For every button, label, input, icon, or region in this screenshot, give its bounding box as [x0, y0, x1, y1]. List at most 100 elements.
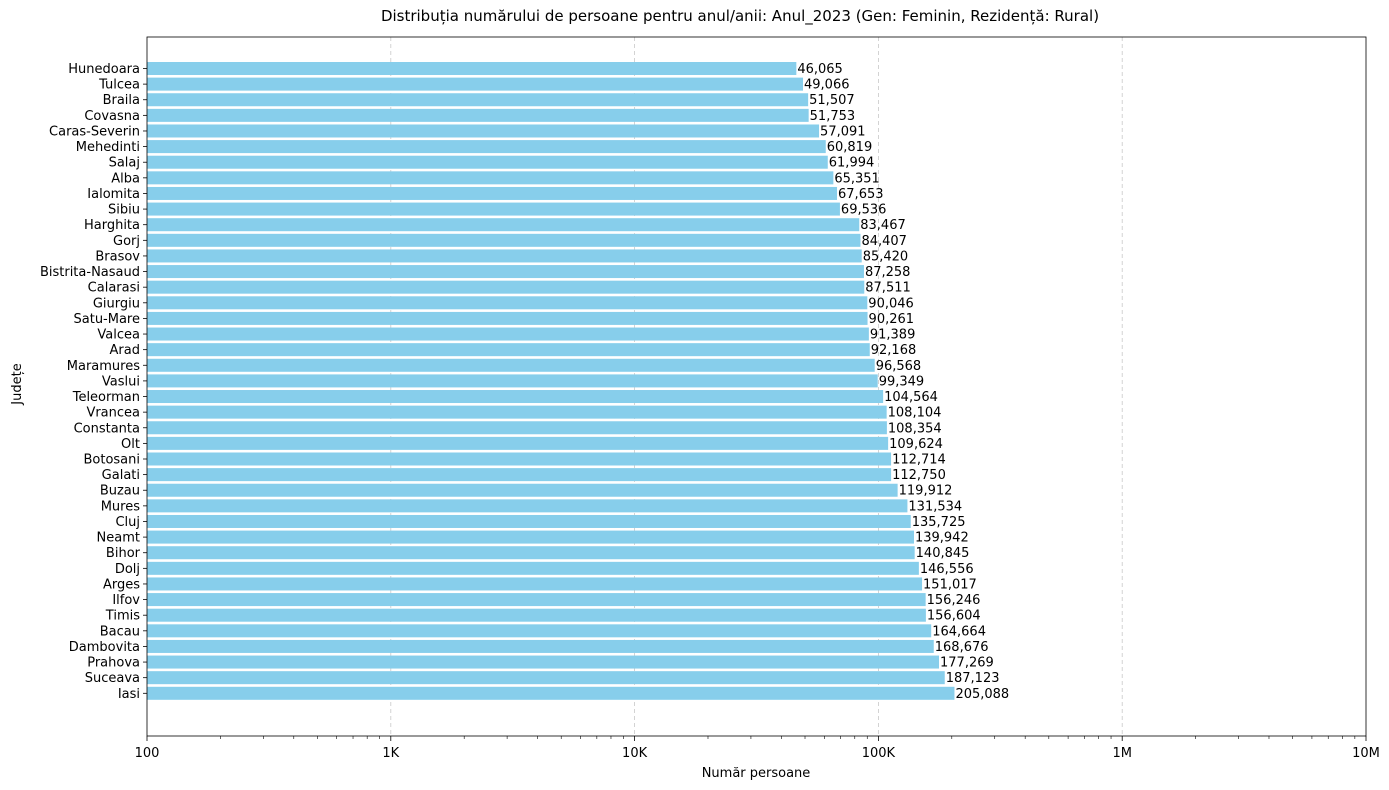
y-tick-label: Prahova	[87, 656, 140, 671]
y-tick-label: Bistrita-Nasaud	[40, 265, 140, 280]
y-axis-title: Județe	[10, 363, 25, 405]
bar	[147, 577, 923, 591]
y-tick-label: Botosani	[83, 453, 140, 468]
bar	[147, 108, 809, 122]
bar-value-label: 90,046	[868, 296, 914, 311]
bar-value-label: 131,534	[908, 499, 962, 514]
bar	[147, 483, 898, 497]
y-tick-label: Bacau	[100, 624, 140, 639]
y-tick-label: Ilfov	[112, 593, 140, 608]
bar-value-label: 156,246	[927, 593, 981, 608]
y-tick-label: Teleorman	[72, 390, 140, 405]
bar	[147, 561, 919, 575]
data-labels: 46,06549,06651,50751,75357,09160,81961,9…	[797, 62, 1009, 702]
bar-value-label: 104,564	[884, 390, 938, 405]
bar	[147, 468, 892, 482]
x-axis-title: Număr persoane	[702, 766, 811, 781]
y-tick-label: Neamt	[97, 531, 140, 546]
bar-value-label: 108,104	[888, 406, 942, 421]
bar	[147, 280, 865, 294]
x-tick-label: 10K	[622, 746, 648, 761]
bar-value-label: 135,725	[912, 515, 966, 530]
bar-value-label: 112,714	[892, 453, 946, 468]
bar-value-label: 67,653	[838, 187, 884, 202]
bar-value-label: 151,017	[923, 577, 977, 592]
y-tick-label: Mehedinti	[76, 140, 140, 155]
bar	[147, 405, 887, 419]
bar	[147, 546, 915, 560]
bar-value-label: 139,942	[915, 531, 969, 546]
y-tick-label: Hunedoara	[68, 62, 140, 77]
bar-value-label: 146,556	[920, 562, 974, 577]
bar-value-label: 83,467	[860, 218, 906, 233]
bar-value-label: 84,407	[861, 234, 907, 249]
y-tick-label: Sibiu	[108, 203, 140, 218]
y-tick-label: Constanta	[74, 421, 140, 436]
bar-value-label: 96,568	[876, 359, 922, 374]
y-tick-label: Iasi	[118, 687, 140, 702]
bar-value-label: 112,750	[892, 468, 946, 483]
bar-value-label: 108,354	[888, 421, 942, 436]
bar	[147, 233, 861, 247]
x-tick-label: 100K	[862, 746, 896, 761]
bar	[147, 249, 862, 263]
bar-value-label: 51,507	[809, 93, 855, 108]
bar	[147, 593, 926, 607]
bar	[147, 499, 908, 513]
bar	[147, 374, 878, 388]
bar-value-label: 156,604	[927, 609, 981, 624]
y-tick-label: Gorj	[113, 234, 140, 249]
x-tick-label: 10M	[1352, 746, 1380, 761]
y-tick-label: Salaj	[109, 156, 140, 171]
bar	[147, 296, 868, 310]
y-tick-label: Ialomita	[87, 187, 140, 202]
bar-value-label: 87,511	[865, 281, 911, 296]
bar-value-label: 91,389	[870, 328, 916, 343]
bar	[147, 218, 860, 232]
bar	[147, 202, 840, 216]
bar-value-label: 60,819	[827, 140, 873, 155]
bar-value-label: 69,536	[841, 203, 887, 218]
y-axis-category-labels: HunedoaraTulceaBrailaCovasnaCaras-Severi…	[40, 62, 147, 702]
x-tick-label: 100	[135, 746, 160, 761]
bar	[147, 343, 870, 357]
y-tick-label: Valcea	[97, 328, 140, 343]
y-tick-label: Vaslui	[102, 374, 140, 389]
bar-value-label: 51,753	[810, 109, 856, 124]
bar-value-label: 109,624	[889, 437, 943, 452]
bar	[147, 421, 887, 435]
bars	[147, 62, 955, 700]
bar	[147, 624, 932, 638]
bar	[147, 390, 884, 404]
y-tick-label: Braila	[103, 93, 140, 108]
bar-value-label: 61,994	[829, 156, 875, 171]
y-tick-label: Brasov	[95, 249, 140, 264]
x-axis-ticks: 100 1K 10K 100K 1M 10M	[135, 736, 1380, 761]
bar	[147, 186, 838, 200]
bar-value-label: 49,066	[804, 78, 850, 93]
chart-title: Distribuția numărului de persoane pentru…	[381, 7, 1099, 26]
bar-value-label: 164,664	[932, 624, 986, 639]
bar-value-label: 65,351	[834, 171, 880, 186]
bar	[147, 452, 892, 466]
y-tick-label: Caras-Severin	[49, 124, 140, 139]
y-tick-label: Maramures	[67, 359, 140, 374]
bar	[147, 155, 828, 169]
y-tick-label: Mures	[101, 499, 141, 514]
y-tick-label: Alba	[111, 171, 140, 186]
bar	[147, 358, 875, 372]
y-tick-label: Dolj	[115, 562, 140, 577]
y-tick-label: Arges	[103, 577, 140, 592]
bar-value-label: 168,676	[935, 640, 989, 655]
bar	[147, 140, 826, 154]
bar	[147, 77, 804, 91]
bar-value-label: 119,912	[899, 484, 953, 499]
bar-value-label: 187,123	[946, 671, 1000, 686]
y-tick-label: Timis	[105, 609, 140, 624]
y-tick-label: Tulcea	[98, 78, 140, 93]
y-tick-label: Cluj	[115, 515, 140, 530]
y-tick-label: Satu-Mare	[74, 312, 141, 327]
plot-frame	[146, 36, 1367, 737]
